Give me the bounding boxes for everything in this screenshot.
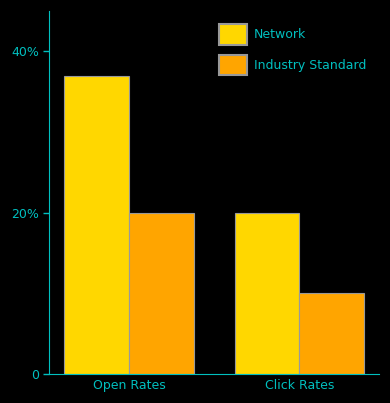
Bar xyxy=(64,76,129,374)
Legend: Network, Industry Standard: Network, Industry Standard xyxy=(213,17,372,82)
Bar xyxy=(234,213,299,374)
Bar xyxy=(129,213,194,374)
Bar xyxy=(299,293,364,374)
